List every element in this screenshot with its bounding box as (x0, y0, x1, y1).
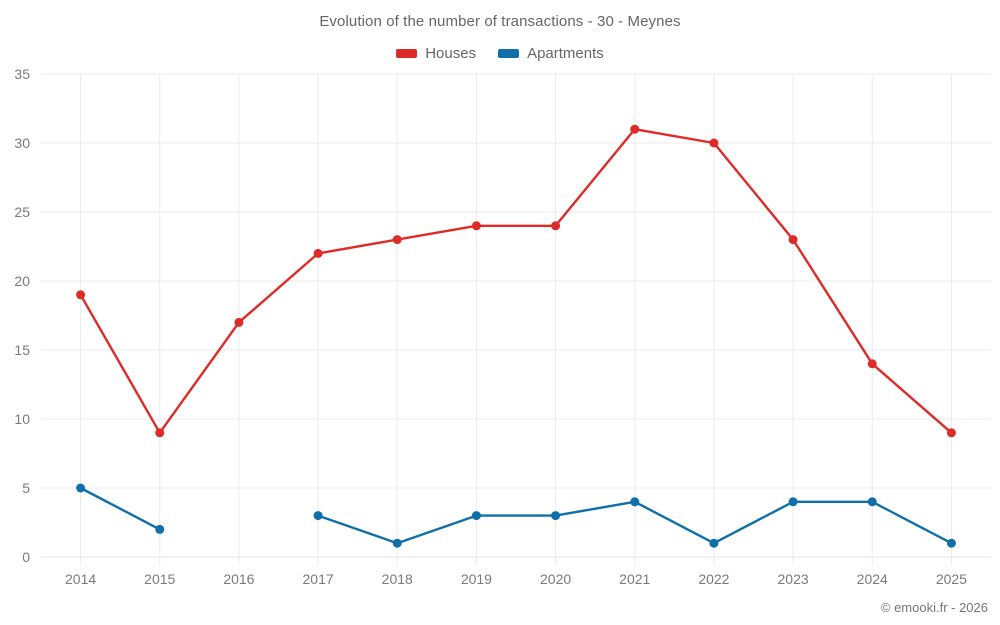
y-axis-tick-label: 35 (14, 66, 30, 82)
data-point[interactable] (471, 221, 481, 231)
data-point[interactable] (709, 538, 719, 548)
data-point[interactable] (788, 235, 798, 245)
y-axis-tick-label: 0 (22, 549, 30, 565)
x-axis-tick-label: 2019 (461, 571, 492, 587)
data-point[interactable] (76, 290, 86, 300)
series-houses (76, 124, 956, 438)
data-point[interactable] (946, 428, 956, 438)
legend-swatch-houses (396, 49, 418, 58)
x-axis-tick-label: 2020 (540, 571, 571, 587)
x-axis-tick-label: 2023 (778, 571, 809, 587)
data-point[interactable] (867, 359, 877, 369)
legend-swatch-apartments (498, 49, 520, 58)
chart-legend: Houses Apartments (0, 45, 1000, 62)
y-axis-tick-label: 10 (14, 411, 30, 427)
y-axis-tick-label: 5 (22, 480, 30, 496)
y-axis-tick-label: 15 (14, 342, 30, 358)
data-point[interactable] (392, 538, 402, 548)
data-point[interactable] (709, 138, 719, 148)
data-series-layer (76, 124, 956, 548)
y-axis-tick-label: 30 (14, 135, 30, 151)
data-point[interactable] (630, 124, 640, 134)
data-point[interactable] (313, 248, 323, 258)
data-point[interactable] (471, 511, 481, 521)
legend-label-houses: Houses (425, 45, 477, 62)
series-apartments (76, 483, 956, 548)
x-axis-tick-label: 2016 (223, 571, 254, 587)
series-line (79, 127, 953, 434)
data-point[interactable] (946, 538, 956, 548)
copyright-text: © emooki.fr - 2026 (880, 600, 988, 615)
legend-label-apartments: Apartments (527, 45, 604, 62)
x-axis-tick-label: 2014 (65, 571, 96, 587)
x-axis-tick-label: 2021 (619, 571, 650, 587)
data-point[interactable] (788, 497, 798, 507)
y-axis-tick-label: 25 (14, 204, 30, 220)
series-line (79, 486, 161, 531)
legend-item-apartments[interactable]: Apartments (498, 45, 604, 62)
y-axis-tick-label: 20 (14, 273, 30, 289)
x-axis-tick-label: 2025 (936, 571, 967, 587)
data-point[interactable] (867, 497, 877, 507)
y-axis-tick-labels: 0 5 10 15 20 25 30 35 (14, 66, 30, 565)
x-axis-tick-label: 2018 (382, 571, 413, 587)
data-point[interactable] (155, 524, 165, 534)
x-axis-tick-label: 2015 (144, 571, 175, 587)
x-axis-tick-labels: 2014 2015 2016 2017 2018 2019 2020 2021 2022 2023… (65, 571, 967, 587)
chart-title: Evolution of the number of transactions … (319, 13, 681, 30)
x-axis-tick-label: 2024 (857, 571, 888, 587)
data-point[interactable] (551, 221, 561, 231)
data-point[interactable] (392, 235, 402, 245)
data-point[interactable] (234, 317, 244, 327)
data-point[interactable] (76, 483, 86, 493)
legend-item-houses[interactable]: Houses (396, 45, 476, 62)
grid-lines (41, 73, 991, 565)
data-point[interactable] (313, 511, 323, 521)
data-point[interactable] (155, 428, 165, 438)
data-point[interactable] (551, 511, 561, 521)
data-point[interactable] (630, 497, 640, 507)
x-axis-tick-label: 2022 (698, 571, 729, 587)
x-axis-tick-label: 2017 (303, 571, 334, 587)
